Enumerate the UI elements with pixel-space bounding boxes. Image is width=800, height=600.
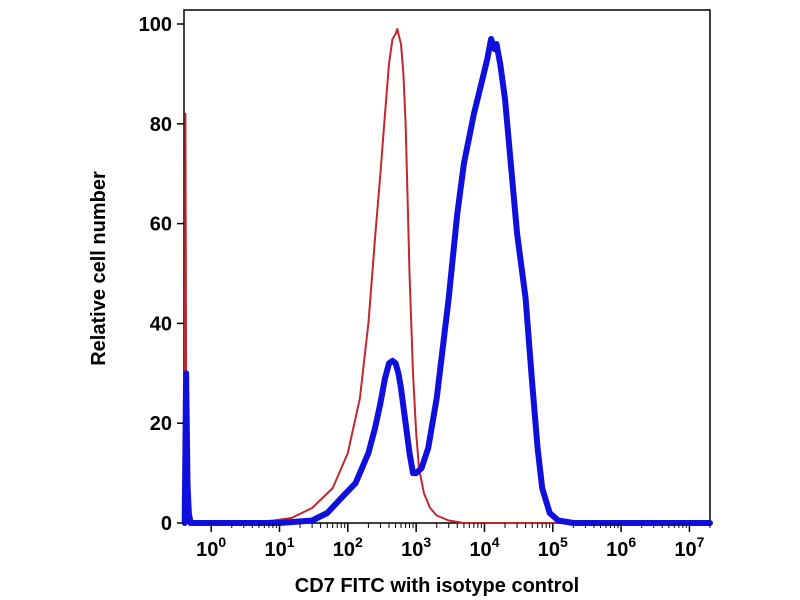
- x-tick-exponent: 7: [697, 534, 705, 550]
- y-tick-label: 0: [161, 513, 172, 535]
- x-tick-exponent: 4: [492, 534, 500, 550]
- x-tick-label: 102: [333, 534, 363, 561]
- y-tick-label: 80: [150, 114, 172, 136]
- y-tick-label: 40: [150, 313, 172, 335]
- x-tick-label: 101: [264, 534, 294, 561]
- x-tick-label: 105: [538, 534, 568, 561]
- series-line-2: [181, 36, 713, 526]
- x-tick-base: 10: [469, 539, 491, 561]
- x-tick-label: 103: [401, 534, 431, 561]
- x-tick-base: 10: [196, 539, 218, 561]
- x-tick-label: 104: [469, 534, 499, 561]
- series-layer: [181, 28, 713, 526]
- x-tick-base: 10: [401, 539, 423, 561]
- x-tick-exponent: 5: [560, 534, 568, 550]
- y-axis-title: Relative cell number: [88, 171, 110, 366]
- x-tick-base: 10: [606, 539, 628, 561]
- series-line-1: [183, 28, 711, 524]
- x-tick-base: 10: [538, 539, 560, 561]
- y-tick-label: 60: [150, 214, 172, 236]
- x-tick-label: 106: [606, 534, 636, 561]
- x-tick-exponent: 2: [355, 534, 363, 550]
- x-tick-exponent: 1: [287, 534, 295, 550]
- plot-area: [183, 9, 711, 524]
- x-tick-exponent: 0: [218, 534, 226, 550]
- x-tick-base: 10: [674, 539, 696, 561]
- x-tick-base: 10: [333, 539, 355, 561]
- y-tick-label: 100: [139, 14, 172, 36]
- plot-border: [183, 9, 711, 524]
- x-tick-exponent: 3: [423, 534, 431, 550]
- x-axis: 100 101 102 103 104 105 106 107: [196, 523, 711, 561]
- y-tick-label: 20: [150, 413, 172, 435]
- x-tick-exponent: 6: [628, 534, 636, 550]
- y-axis: 0 20 40 60 80 100: [139, 14, 184, 535]
- x-tick-label: 107: [674, 534, 704, 561]
- x-axis-title: CD7 FITC with isotype control: [295, 575, 579, 597]
- x-tick-base: 10: [264, 539, 286, 561]
- x-tick-label: 100: [196, 534, 226, 561]
